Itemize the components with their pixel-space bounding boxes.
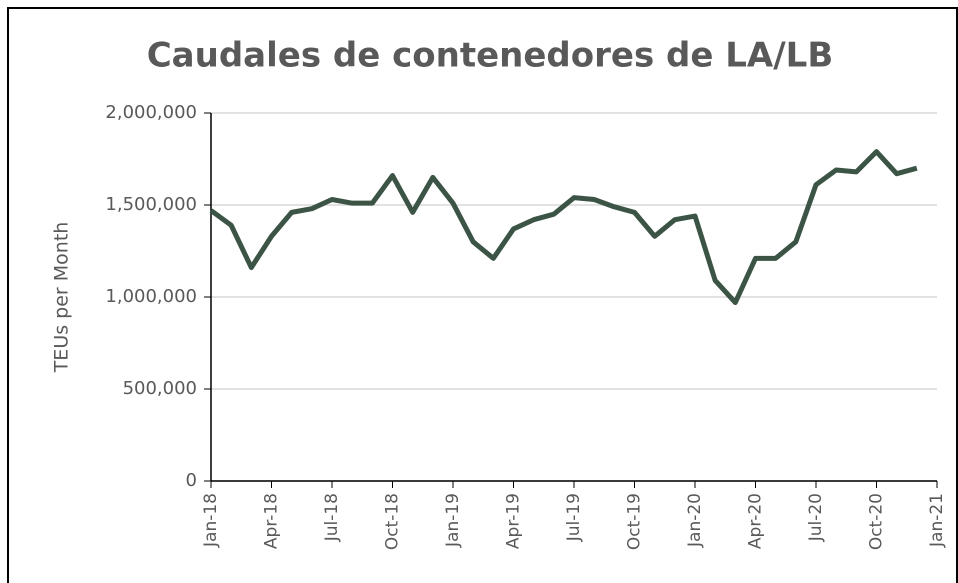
y-tick-label: 1,500,000 (105, 194, 197, 215)
y-tick-label: 1,000,000 (105, 286, 197, 307)
y-axis-label: TEUs per Month (51, 222, 73, 374)
x-tick-label: Jan-21 (927, 493, 947, 548)
x-tick-label: Jan-18 (201, 493, 221, 548)
x-tick-label: Jul-19 (564, 493, 584, 542)
x-tick-label: Apr-18 (262, 493, 282, 549)
y-tick-label: 0 (186, 470, 197, 491)
x-tick-label: Oct-18 (383, 493, 403, 550)
x-tick-label: Apr-19 (504, 493, 524, 549)
x-tick-label: Oct-20 (867, 493, 887, 550)
x-tick-label: Oct-19 (625, 493, 645, 550)
x-tick-label: Jul-18 (322, 493, 342, 542)
data-line (209, 149, 918, 306)
chart-frame (7, 7, 958, 583)
x-tick-label: Jul-20 (806, 493, 826, 542)
x-tick-label: Jan-19 (443, 493, 463, 548)
y-tick-label: 2,000,000 (105, 102, 197, 123)
x-tick-label: Jan-20 (685, 493, 705, 548)
chart-title: Caudales de contenedores de LA/LB (147, 36, 834, 76)
y-tick-label: 500,000 (123, 378, 197, 399)
x-tick-label: Apr-20 (746, 493, 766, 549)
